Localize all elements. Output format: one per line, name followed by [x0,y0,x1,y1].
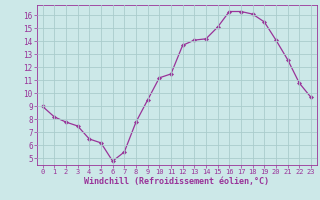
X-axis label: Windchill (Refroidissement éolien,°C): Windchill (Refroidissement éolien,°C) [84,177,269,186]
